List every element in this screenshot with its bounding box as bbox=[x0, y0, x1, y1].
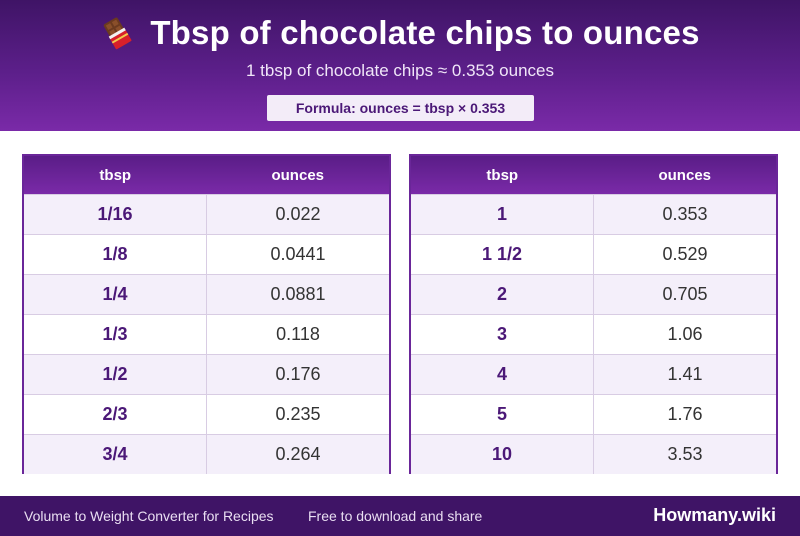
table-row: 1/2 0.176 bbox=[24, 354, 389, 394]
subtitle: 1 tbsp of chocolate chips ≈ 0.353 ounces bbox=[246, 61, 554, 80]
tbsp-cell: 1/3 bbox=[24, 315, 207, 354]
table-row: 1 0.353 bbox=[411, 194, 776, 234]
ounces-cell: 0.0881 bbox=[270, 284, 326, 304]
table-header: tbsp ounces bbox=[411, 156, 776, 194]
column-header-ounces: ounces bbox=[271, 166, 324, 184]
ounces-cell: 3.53 bbox=[667, 444, 703, 464]
ounces-cell: 0.353 bbox=[662, 204, 708, 224]
brand-logo-text[interactable]: Howmany.wiki bbox=[653, 505, 776, 525]
page-title: Tbsp of chocolate chips to ounces bbox=[150, 14, 700, 51]
table-row: 1/16 0.022 bbox=[24, 194, 389, 234]
title-row: Tbsp of chocolate chips to ounces bbox=[0, 14, 800, 52]
table-row: 1/8 0.0441 bbox=[24, 234, 389, 274]
ounces-cell: 0.118 bbox=[276, 324, 320, 344]
footer-converter-text: Volume to Weight Converter for Recipes bbox=[24, 508, 274, 524]
table-row: 4 1.41 bbox=[411, 354, 776, 394]
footer-share-text: Free to download and share bbox=[308, 508, 483, 524]
footer-bar: Volume to Weight Converter for Recipes F… bbox=[0, 496, 800, 536]
table-row: 1/3 0.118 bbox=[24, 314, 389, 354]
ounces-cell: 0.022 bbox=[275, 204, 321, 224]
table-row: 1/4 0.0881 bbox=[24, 274, 389, 314]
ounces-cell: 0.176 bbox=[275, 364, 321, 384]
column-header-ounces: ounces bbox=[658, 166, 711, 184]
formula-box: Formula: ounces = tbsp × 0.353 bbox=[267, 95, 534, 121]
ounces-cell: 0.529 bbox=[662, 244, 708, 264]
tbsp-cell: 2/3 bbox=[24, 395, 207, 434]
tbsp-cell: 10 bbox=[411, 435, 594, 474]
tbsp-cell: 1/4 bbox=[24, 275, 207, 314]
ounces-cell: 0.235 bbox=[275, 404, 321, 424]
column-header-tbsp: tbsp bbox=[99, 166, 132, 184]
column-header-tbsp: tbsp bbox=[486, 166, 519, 184]
table-row: 3 1.06 bbox=[411, 314, 776, 354]
conversion-table-right: tbsp ounces 1 0.353 1 1/2 0.529 2 0.705 3 1.… bbox=[409, 154, 778, 474]
ounces-cell: 0.264 bbox=[275, 444, 321, 464]
ounces-cell: 0.0441 bbox=[270, 244, 326, 264]
conversion-table-left: tbsp ounces 1/16 0.022 1/8 0.0441 1/4 0.088… bbox=[22, 154, 391, 474]
table-row: 2 0.705 bbox=[411, 274, 776, 314]
table-row: 2/3 0.235 bbox=[24, 394, 389, 434]
tbsp-cell: 1 1/2 bbox=[411, 235, 594, 274]
tbsp-cell: 3/4 bbox=[24, 435, 207, 474]
tbsp-cell: 1/2 bbox=[24, 355, 207, 394]
tbsp-cell: 1/8 bbox=[24, 235, 207, 274]
ounces-cell: 1.76 bbox=[667, 404, 703, 424]
tbsp-cell: 4 bbox=[411, 355, 594, 394]
table-row: 5 1.76 bbox=[411, 394, 776, 434]
ounces-cell: 0.705 bbox=[662, 284, 708, 304]
tbsp-cell: 5 bbox=[411, 395, 594, 434]
header-banner: Tbsp of chocolate chips to ounces 1 tbsp… bbox=[0, 0, 800, 131]
tbsp-cell: 2 bbox=[411, 275, 594, 314]
ounces-cell: 1.41 bbox=[667, 364, 703, 384]
tbsp-cell: 1/16 bbox=[24, 195, 207, 234]
table-header: tbsp ounces bbox=[24, 156, 389, 194]
table-row: 1 1/2 0.529 bbox=[411, 234, 776, 274]
chocolate-bar-icon bbox=[100, 16, 134, 50]
tbsp-cell: 3 bbox=[411, 315, 594, 354]
table-row: 3/4 0.264 bbox=[24, 434, 389, 474]
ounces-cell: 1.06 bbox=[667, 324, 703, 344]
table-row: 10 3.53 bbox=[411, 434, 776, 474]
tbsp-cell: 1 bbox=[411, 195, 594, 234]
